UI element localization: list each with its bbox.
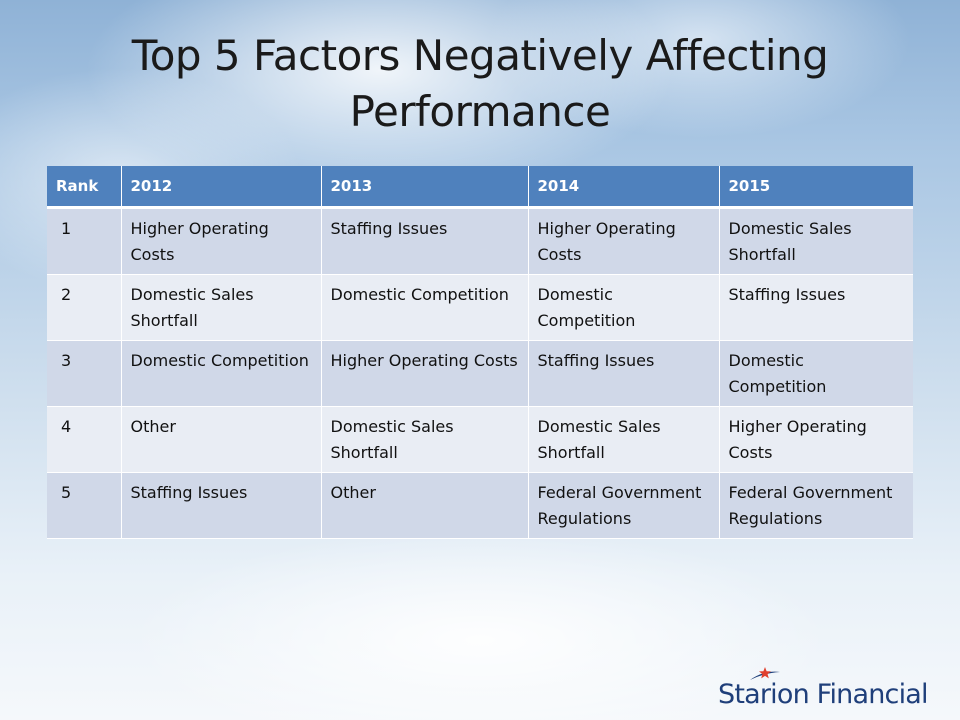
table-cell: Other	[321, 472, 529, 539]
header-2012: 2012	[121, 166, 322, 209]
table-cell: Domestic Competition	[121, 340, 322, 407]
rank-cell: 5	[47, 472, 122, 539]
slide-title-line2: Performance	[349, 87, 611, 136]
logo-text: Starion Financial	[718, 679, 929, 710]
table-header-row: Rank 2012 2013 2014 2015	[47, 166, 913, 209]
ranking-table: Rank 2012 2013 2014 2015 1 Higher Operat…	[47, 166, 913, 539]
table-cell: Higher Operating Costs	[528, 207, 720, 275]
star-swoosh-icon	[750, 667, 780, 680]
table-cell: Higher Operating Costs	[121, 207, 322, 275]
table-row: 1 Higher Operating Costs Staffing Issues…	[47, 207, 913, 275]
table-cell: Federal Government Regulations	[719, 472, 913, 539]
table-cell: Higher Operating Costs	[321, 340, 529, 407]
table-cell: Domestic Competition	[719, 340, 913, 407]
table-cell: Higher Operating Costs	[719, 406, 913, 473]
table-row: 2 Domestic Sales Shortfall Domestic Comp…	[47, 274, 913, 341]
company-logo: Starion Financial	[712, 666, 944, 712]
slide-title-line1: Top 5 Factors Negatively Affecting	[131, 31, 829, 80]
rank-cell: 1	[47, 207, 122, 275]
table-row: 3 Domestic Competition Higher Operating …	[47, 340, 913, 407]
table-cell: Staffing Issues	[719, 274, 913, 341]
table-cell: Domestic Sales Shortfall	[121, 274, 322, 341]
table-cell: Domestic Competition	[528, 274, 720, 341]
table-row: 4 Other Domestic Sales Shortfall Domesti…	[47, 406, 913, 473]
header-2014: 2014	[528, 166, 720, 209]
table-cell: Domestic Sales Shortfall	[321, 406, 529, 473]
header-2013: 2013	[321, 166, 529, 209]
rank-cell: 2	[47, 274, 122, 341]
table-cell: Domestic Competition	[321, 274, 529, 341]
rank-cell: 3	[47, 340, 122, 407]
table-cell: Federal Government Regulations	[528, 472, 720, 539]
table-cell: Other	[121, 406, 322, 473]
table-cell: Domestic Sales Shortfall	[719, 207, 913, 275]
header-2015: 2015	[719, 166, 913, 209]
table-cell: Staffing Issues	[121, 472, 322, 539]
table-cell: Staffing Issues	[321, 207, 529, 275]
table-cell: Staffing Issues	[528, 340, 720, 407]
rank-cell: 4	[47, 406, 122, 473]
table-row: 5 Staffing Issues Other Federal Governme…	[47, 472, 913, 539]
table-cell: Domestic Sales Shortfall	[528, 406, 720, 473]
slide-title: Top 5 Factors Negatively Affecting Perfo…	[0, 28, 960, 140]
header-rank: Rank	[47, 166, 122, 209]
ranking-table-container: Rank 2012 2013 2014 2015 1 Higher Operat…	[47, 166, 913, 539]
